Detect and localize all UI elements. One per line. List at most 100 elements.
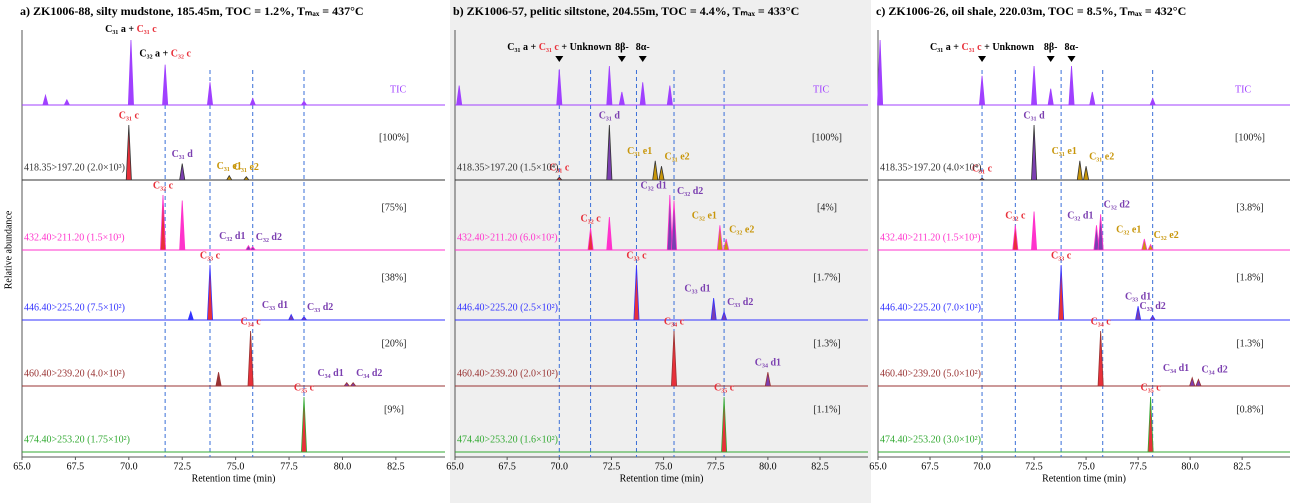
x-tick-label: 80.0 (334, 461, 352, 472)
peak-label: C₃₂ d1 (641, 180, 667, 191)
x-tick-label: 65.0 (869, 461, 887, 472)
peak (670, 330, 678, 387)
trace-percent: [0.8%] (1236, 404, 1264, 415)
peak (206, 264, 214, 321)
peak-annotation: C₃₂ a + C₃₂ c (139, 49, 191, 60)
annotation-part: C₃₂ c (171, 49, 192, 60)
peak-label: C₃₂ e1 (1116, 224, 1141, 235)
x-tick-label: 70.0 (120, 461, 138, 472)
x-tick-label: 75.0 (227, 461, 245, 472)
annotation-arrow (1046, 56, 1055, 62)
peak-label: C₃₂ e1 (692, 211, 717, 222)
annotation-part: 8β- (1044, 42, 1058, 53)
peak-label: C₃₁ e1 (1052, 146, 1077, 157)
peak (556, 69, 563, 106)
tic-label: TIC (390, 84, 406, 95)
x-tick-label: 82.5 (1233, 461, 1251, 472)
peak (666, 85, 673, 106)
peak-label: C₃₂ c (581, 213, 602, 224)
x-axis-label: Retention time (min) (620, 473, 704, 484)
peak-label: C₃₁ c (972, 164, 993, 175)
peak (1149, 97, 1156, 106)
annotation-part: C₃₁ c (539, 42, 560, 53)
trace-percent: [1.3%] (1236, 338, 1264, 349)
panel-title: b) ZK1006-57, pelitic siltstone, 204.55m… (453, 4, 799, 18)
tic-label: TIC (813, 84, 829, 95)
peak (249, 246, 257, 251)
peak-label: C₃₂ d1 (1067, 211, 1093, 222)
peak-label: C₃₁ e2 (1089, 152, 1114, 163)
annotation-part: + Unknown (982, 42, 1035, 53)
peak (670, 200, 678, 251)
peak-annotation: 8β- (615, 42, 629, 53)
peak (1076, 160, 1083, 181)
peak-label: C₃₁ e1 (627, 146, 652, 157)
peak (242, 176, 250, 181)
annotation-part: C₃₁ c (961, 42, 982, 53)
peak (639, 82, 646, 106)
peak (979, 75, 986, 106)
peak (1068, 65, 1075, 106)
peak-label: C₃₂ c (153, 180, 174, 191)
panel-title: a) ZK1006-88, silty mudstone, 185.45m, T… (20, 4, 364, 18)
peak-label: C₃₂ c (1005, 211, 1026, 222)
annotation-arrow (978, 56, 987, 62)
annotation-part: + Unknown (559, 42, 612, 53)
peak (720, 310, 728, 321)
peak (300, 396, 308, 453)
peak-label: C₃₄ d2 (1201, 365, 1227, 376)
peak (606, 216, 613, 251)
x-axis-label: Retention time (min) (1042, 473, 1126, 484)
x-tick-label: 72.5 (1025, 461, 1043, 472)
x-tick-label: 82.5 (811, 461, 829, 472)
peak-label: C₃₃ c (626, 250, 647, 261)
peak (63, 98, 71, 106)
peak (555, 176, 563, 181)
tic-label: TIC (1235, 84, 1251, 95)
peak-label: C₃₄ c (1091, 316, 1112, 327)
peak-label: C₃₂ d2 (256, 232, 282, 243)
trace-name: 432.40>211.20 (6.0×10²) (457, 232, 558, 243)
peak (716, 225, 723, 251)
annotation-part: C₃₁ c (137, 24, 158, 35)
trace-name: 418.35>197.20 (4.0×10⁴) (880, 162, 981, 173)
peak-label: C₃₂ e2 (729, 224, 754, 235)
peak-label: C₃₃ d1 (262, 300, 288, 311)
peak-label: C₃₂ d2 (677, 186, 703, 197)
peak (1147, 396, 1154, 453)
peak-label: C₃₃ d2 (727, 297, 753, 308)
peak (456, 85, 463, 106)
peak (42, 93, 49, 106)
trace-percent: [20%] (382, 338, 407, 349)
peak-annotation: C₃₁ a + C₃₁ c (105, 24, 157, 35)
x-tick-label: 80.0 (1181, 461, 1199, 472)
peak (1047, 88, 1054, 106)
peak-label: C₃₁ d (1023, 110, 1045, 121)
peak (764, 372, 771, 387)
trace-name: 446.40>225.20 (7.5×10²) (24, 302, 125, 313)
peak-label: C₃₃ d2 (307, 302, 333, 313)
peak (187, 310, 194, 321)
panel-background (450, 0, 871, 503)
x-tick-label: 77.5 (280, 461, 298, 472)
trace-percent: [100%] (812, 132, 842, 143)
peak (1135, 306, 1142, 321)
trace-percent: [1.8%] (1236, 272, 1264, 283)
peak (710, 297, 717, 321)
x-tick-label: 70.0 (551, 461, 569, 472)
peak (1097, 330, 1104, 387)
peak (1031, 124, 1038, 181)
peak (1058, 264, 1065, 321)
peak (349, 382, 357, 387)
trace-percent: [1.1%] (813, 404, 841, 415)
annotation-arrow (1067, 56, 1076, 62)
y-axis-label: Relative abundance (3, 210, 14, 289)
trace-percent: [100%] (379, 132, 409, 143)
peak-annotation: 8α- (1065, 42, 1079, 53)
x-tick-label: 67.5 (67, 461, 85, 472)
peak-annotation: C₃₁ a + C₃₁ c + Unknown (930, 42, 1034, 53)
peak-label: C₃₄ c (664, 316, 685, 327)
peak-label: C₃₄ d1 (1163, 363, 1189, 374)
peak (179, 200, 186, 251)
